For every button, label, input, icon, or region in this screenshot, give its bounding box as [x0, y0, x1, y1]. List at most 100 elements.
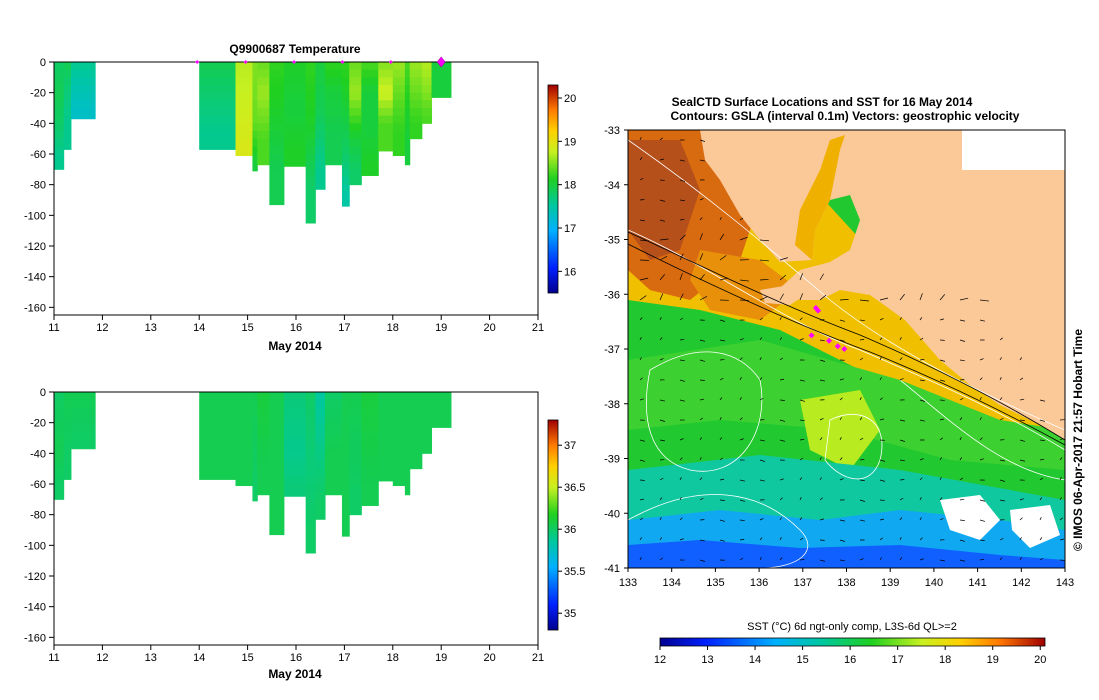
section-cell [257, 138, 270, 147]
section-cell [315, 131, 326, 140]
section-cell [341, 161, 350, 170]
velocity-arrow [699, 217, 703, 221]
section-cell [404, 100, 411, 109]
section-cell [269, 468, 285, 477]
section-cell [305, 453, 316, 462]
section-cell [349, 123, 362, 132]
map-x-tick-label: 137 [794, 577, 812, 589]
section-cell [409, 392, 423, 401]
salinity-colorbar [547, 419, 559, 631]
velocity-arrow [719, 277, 729, 281]
section-cell [235, 407, 253, 416]
velocity-arrow [859, 558, 864, 561]
velocity-arrow [759, 377, 763, 381]
seal-position-marker [834, 343, 841, 350]
velocity-arrow [659, 497, 663, 501]
velocity-arrow [759, 397, 764, 401]
velocity-arrow [659, 358, 664, 361]
velocity-arrow [999, 397, 1003, 401]
section-cell [341, 461, 350, 470]
section-cell [199, 415, 236, 424]
velocity-arrow [919, 337, 924, 341]
section-cell [269, 115, 285, 124]
section-cell [431, 392, 452, 401]
section-cell [70, 92, 96, 101]
section-cell [283, 62, 307, 71]
colorbar-tick-label: 36.5 [564, 482, 585, 494]
section-cell [378, 62, 394, 71]
section-cell [54, 445, 65, 454]
section-cell [283, 146, 307, 155]
velocity-arrow [639, 377, 643, 381]
section-cell [252, 453, 258, 462]
section-cell [305, 92, 316, 101]
section-cell [199, 108, 236, 117]
velocity-arrow [759, 479, 765, 482]
velocity-arrow [759, 459, 766, 462]
section-cell [199, 468, 236, 477]
section-cell [409, 85, 423, 94]
salinity-colorbar-ticks: 35 35.5 36 36.5 37 [558, 440, 585, 620]
section-cell [341, 453, 350, 462]
velocity-arrow [719, 478, 725, 481]
section-cell [378, 399, 394, 408]
velocity-arrow [659, 517, 662, 521]
section-cell [283, 476, 307, 485]
velocity-arrow [799, 338, 804, 341]
sst-map: SealCTD Surface Locations and SST for 16… [604, 95, 1085, 666]
section-cell [349, 146, 362, 155]
velocity-arrow [699, 159, 705, 162]
velocity-arrow [919, 537, 923, 541]
section-cell [341, 507, 350, 516]
section-cell [421, 85, 433, 94]
section-cell [257, 491, 270, 496]
velocity-arrow [899, 357, 903, 361]
section-cell [378, 415, 394, 424]
y-tick-label: -120 [24, 241, 46, 253]
velocity-arrow [1019, 498, 1024, 501]
section-cell [283, 138, 307, 147]
section-cell [235, 422, 253, 431]
section-cell [341, 154, 350, 163]
section-cell [305, 422, 316, 431]
velocity-arrow [779, 357, 784, 361]
velocity-arrow [999, 557, 1003, 561]
velocity-arrow [699, 139, 706, 142]
velocity-arrow [699, 253, 704, 261]
section-cell [325, 476, 343, 485]
velocity-arrow [839, 519, 845, 522]
velocity-arrow [939, 418, 945, 421]
section-cell [257, 415, 270, 424]
section-cell [349, 115, 362, 124]
seal-position-marker [826, 337, 833, 344]
section-cell [392, 461, 406, 470]
velocity-arrow [999, 499, 1005, 502]
section-cell [54, 69, 65, 78]
velocity-arrow [1059, 517, 1063, 521]
velocity-arrow [739, 338, 744, 341]
sst-hot-core [628, 140, 700, 260]
section-cell [315, 392, 326, 401]
section-cell [349, 507, 362, 516]
velocity-arrow [939, 517, 944, 521]
section-cell [235, 484, 253, 487]
velocity-arrow [1019, 419, 1025, 421]
section-cell [54, 491, 65, 500]
section-cell [269, 85, 285, 94]
section-cell [305, 522, 316, 531]
velocity-arrow [959, 319, 965, 322]
velocity-arrow [799, 438, 805, 441]
section-cell [257, 161, 270, 166]
section-cell [199, 445, 236, 454]
section-cell [305, 138, 316, 147]
section-cell [199, 407, 236, 416]
section-cell [378, 146, 394, 152]
section-cell [252, 476, 258, 485]
section-cell [421, 438, 433, 447]
velocity-arrow [979, 519, 986, 522]
section-cell [421, 399, 433, 408]
velocity-arrow [639, 317, 643, 321]
velocity-arrow [679, 293, 684, 301]
section-cell [404, 161, 411, 166]
section-cell [325, 430, 343, 439]
